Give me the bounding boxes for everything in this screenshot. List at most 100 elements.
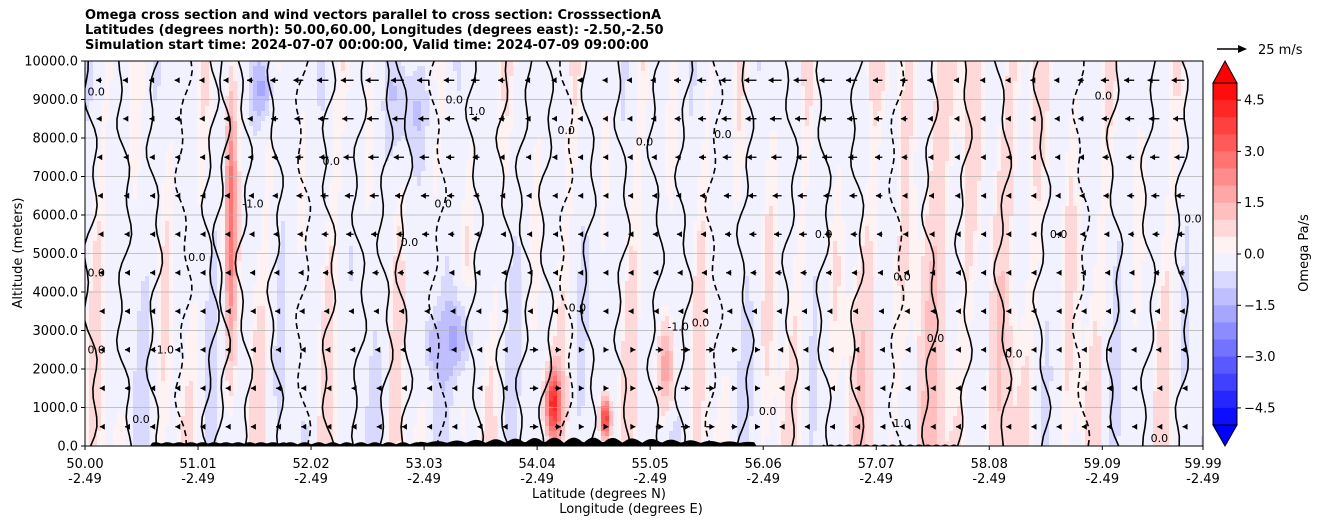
omega-cell <box>321 146 326 152</box>
omega-cell <box>485 206 490 212</box>
omega-cell <box>373 361 378 367</box>
omega-cell <box>529 236 534 242</box>
omega-cell <box>389 331 394 337</box>
omega-cell <box>385 191 390 197</box>
omega-cell <box>501 71 506 77</box>
omega-cell <box>129 431 134 437</box>
omega-cell <box>233 146 238 152</box>
omega-cell <box>493 316 498 322</box>
omega-cell <box>349 286 354 292</box>
omega-cell <box>321 386 326 392</box>
omega-cell <box>129 151 134 157</box>
omega-cell <box>233 191 238 197</box>
omega-cell <box>517 131 522 137</box>
omega-cell <box>141 351 146 357</box>
omega-cell <box>269 106 274 112</box>
omega-cell <box>397 336 402 342</box>
omega-cell <box>277 361 282 367</box>
omega-cell <box>513 246 518 252</box>
omega-cell <box>345 236 350 242</box>
omega-cell <box>97 406 102 412</box>
omega-cell <box>229 101 234 107</box>
omega-cell <box>329 226 334 232</box>
omega-cell <box>209 391 214 397</box>
omega-cell <box>149 131 154 137</box>
omega-cell <box>481 406 486 412</box>
omega-cell <box>501 126 506 132</box>
omega-cell <box>381 236 386 242</box>
omega-cell <box>433 336 438 342</box>
omega-cell <box>433 356 438 362</box>
omega-cell <box>285 341 290 347</box>
omega-cell <box>297 391 302 397</box>
omega-cell <box>437 391 442 397</box>
omega-cell <box>181 186 186 192</box>
omega-cell <box>225 101 230 107</box>
omega-cell <box>257 311 262 317</box>
omega-cell <box>189 371 194 377</box>
omega-cell <box>133 66 138 72</box>
omega-cell <box>413 276 418 282</box>
omega-cell <box>413 141 418 147</box>
omega-cell <box>461 236 466 242</box>
omega-cell <box>349 311 354 317</box>
omega-cell <box>161 246 166 252</box>
omega-cell <box>229 256 234 262</box>
omega-cell <box>225 166 230 172</box>
omega-cell <box>105 76 110 82</box>
omega-cell <box>453 276 458 282</box>
omega-cell <box>501 436 506 442</box>
omega-cell <box>237 131 242 137</box>
omega-cell <box>97 341 102 347</box>
omega-cell <box>329 306 334 312</box>
omega-cell <box>493 436 498 442</box>
omega-cell <box>225 406 230 412</box>
omega-cell <box>481 171 486 177</box>
omega-cell <box>389 126 394 132</box>
omega-cell <box>409 116 414 122</box>
omega-cell <box>249 96 254 102</box>
omega-cell <box>425 321 430 327</box>
omega-cell <box>541 401 546 407</box>
omega-cell <box>217 331 222 337</box>
omega-cell <box>285 131 290 137</box>
omega-cell <box>497 156 502 162</box>
omega-cell <box>201 426 206 432</box>
omega-cell <box>237 296 242 302</box>
omega-cell <box>365 196 370 202</box>
omega-cell <box>513 396 518 402</box>
omega-cell <box>369 191 374 197</box>
omega-cell <box>161 296 166 302</box>
omega-cell <box>141 441 146 446</box>
omega-cell <box>417 276 422 282</box>
omega-cell <box>453 61 458 67</box>
omega-cell <box>365 151 370 157</box>
omega-cell <box>165 296 170 302</box>
omega-cell <box>321 376 326 382</box>
omega-cell <box>313 61 318 67</box>
omega-cell <box>437 396 442 402</box>
omega-cell <box>117 131 122 137</box>
omega-cell <box>149 361 154 367</box>
omega-cell <box>401 311 406 317</box>
omega-cell <box>557 336 562 342</box>
omega-cell <box>413 426 418 432</box>
omega-cell <box>421 61 426 67</box>
omega-cell <box>325 356 330 362</box>
omega-cell <box>101 441 106 446</box>
omega-cell <box>85 126 90 132</box>
omega-cell <box>265 156 270 162</box>
omega-cell <box>457 146 462 152</box>
omega-cell <box>533 241 538 247</box>
omega-cell <box>485 386 490 392</box>
omega-cell <box>129 401 134 407</box>
omega-cell <box>469 151 474 157</box>
omega-cell <box>229 371 234 377</box>
omega-cell <box>225 126 230 132</box>
omega-cell <box>313 76 318 82</box>
omega-cell <box>129 116 134 122</box>
omega-cell <box>389 101 394 107</box>
omega-cell <box>169 191 174 197</box>
omega-cell <box>185 96 190 102</box>
omega-cell <box>101 261 106 267</box>
